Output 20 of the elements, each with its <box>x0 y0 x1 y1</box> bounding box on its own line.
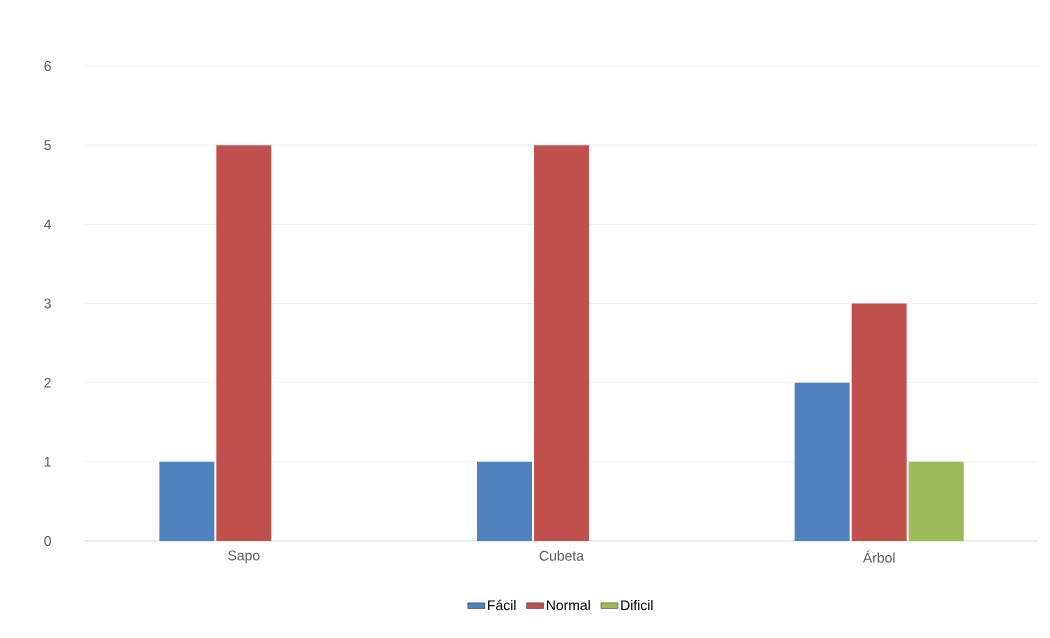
x-tick-label: Árbol <box>862 550 895 563</box>
legend-label: Fácil <box>488 599 516 611</box>
y-tick-label: 5 <box>44 140 51 151</box>
bar <box>477 461 533 541</box>
bar <box>534 145 590 541</box>
bar <box>908 461 964 541</box>
x-tick-label: Sapo <box>228 550 260 564</box>
x-tick-label: Cubeta <box>539 550 584 561</box>
bar <box>794 382 850 541</box>
y-tick-label: 1 <box>44 457 51 467</box>
bar <box>216 145 272 541</box>
legend-label: Normal <box>546 599 590 611</box>
y-tick-label: 0 <box>44 536 51 546</box>
y-tick-label: 6 <box>44 61 51 71</box>
y-tick-label: 2 <box>44 377 51 388</box>
bar <box>159 461 215 541</box>
legend-label: Dificil <box>621 599 653 611</box>
y-tick-label: 3 <box>44 298 51 309</box>
y-tick-label: 4 <box>44 219 52 230</box>
bar <box>851 303 907 541</box>
